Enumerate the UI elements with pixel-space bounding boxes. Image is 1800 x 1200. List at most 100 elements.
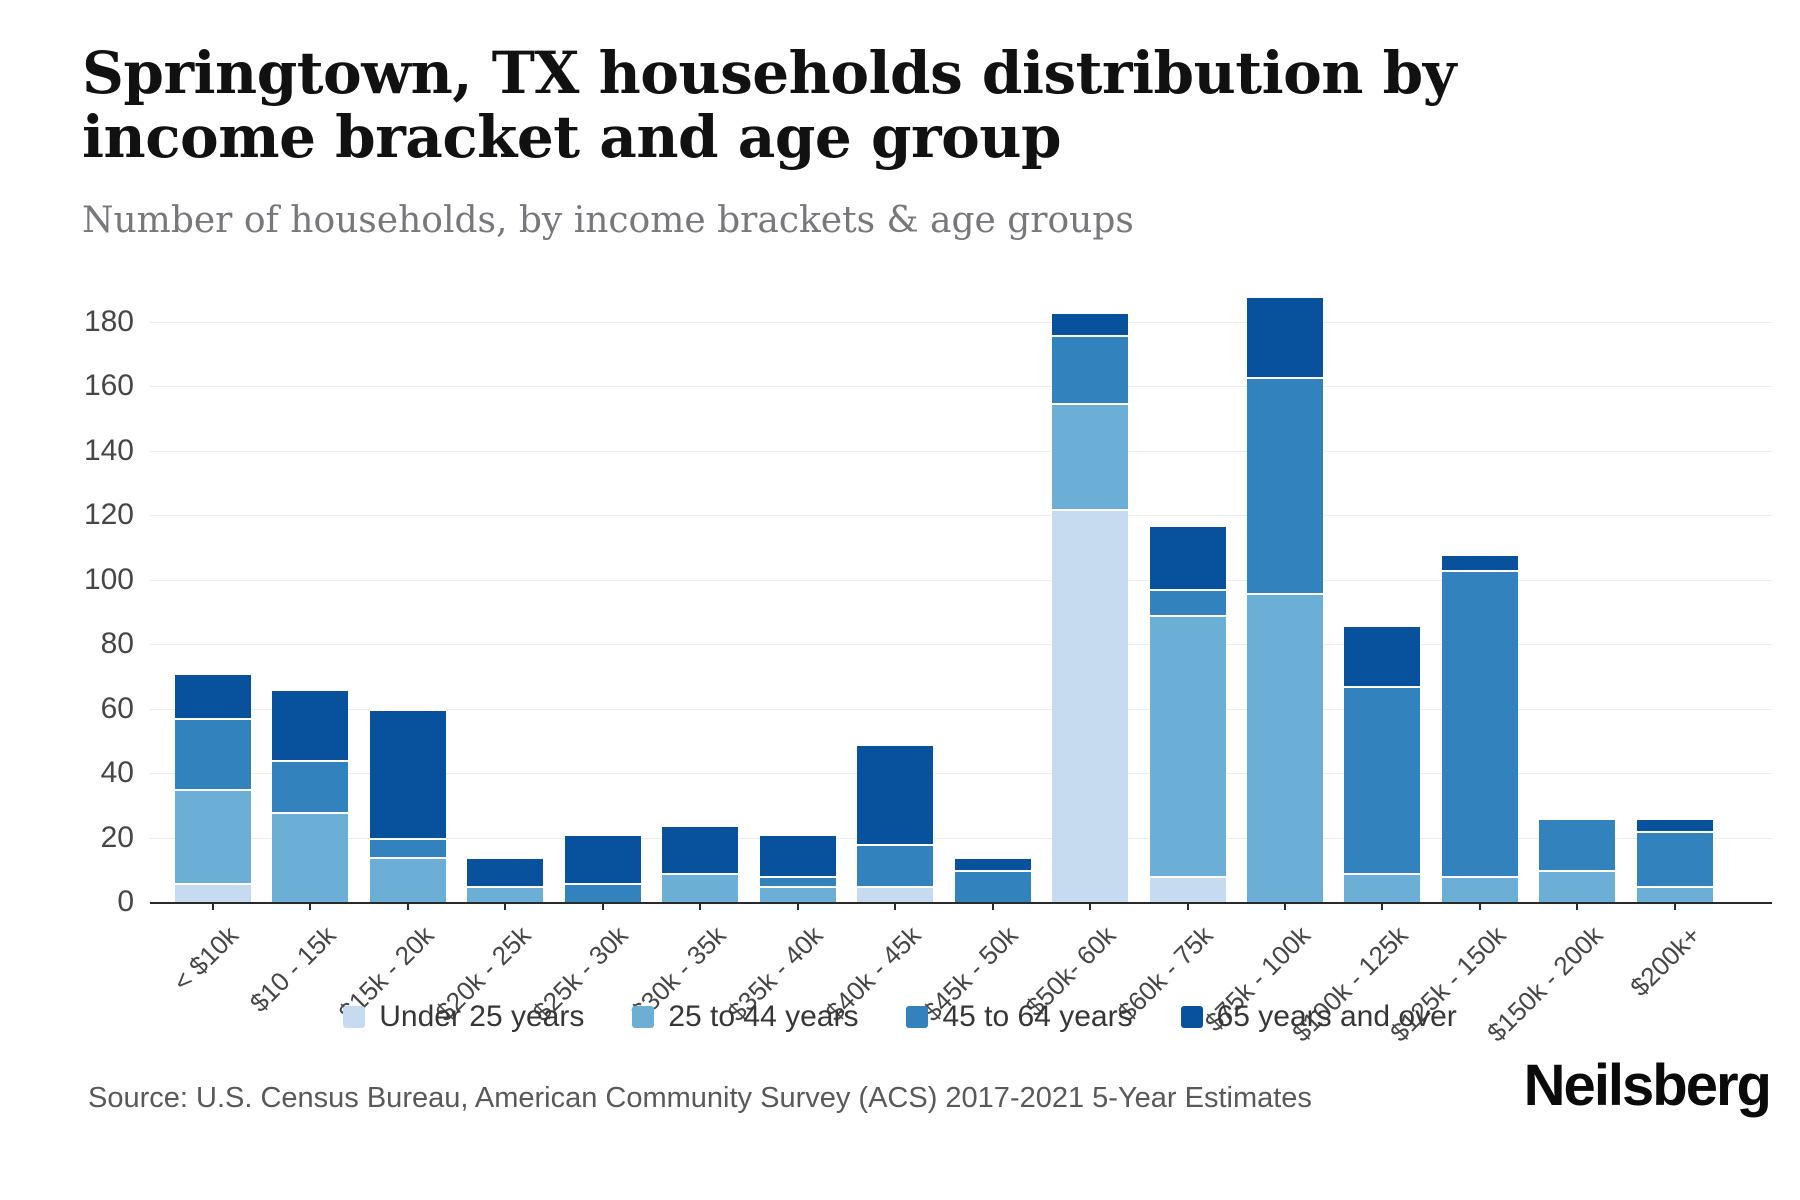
legend-label: 65 years and over xyxy=(1216,1000,1457,1033)
bar-segment xyxy=(564,834,641,883)
bar-segment xyxy=(759,885,836,902)
bar-segment xyxy=(759,876,836,886)
legend-item: 45 to 64 years xyxy=(906,1000,1133,1034)
gridline-y-40 xyxy=(150,773,1772,775)
bar-segment xyxy=(1247,296,1323,377)
bar-segment xyxy=(1149,525,1226,590)
bar-segment xyxy=(857,885,934,902)
y-axis-tick-label: 60 xyxy=(100,691,134,725)
bar-segment xyxy=(175,673,251,719)
gridline-y-60 xyxy=(150,708,1772,710)
y-axis-tick-label: 80 xyxy=(100,627,134,661)
y-axis-tick-label: 20 xyxy=(100,820,134,854)
page-subtitle: Number of households, by income brackets… xyxy=(82,200,1134,241)
y-axis-tick-label: 140 xyxy=(83,433,134,467)
x-axis-tick xyxy=(1478,902,1481,910)
legend-label: 25 to 44 years xyxy=(668,1000,859,1033)
x-axis-tick xyxy=(1576,902,1579,910)
bar-segment xyxy=(564,882,641,902)
bar-segment xyxy=(1052,334,1129,403)
y-axis-tick-label: 40 xyxy=(100,756,134,790)
bar-segment xyxy=(954,869,1031,902)
gridline-y-120 xyxy=(150,515,1772,517)
bar-segment xyxy=(272,760,349,812)
brand-logo: Neilsberg xyxy=(1523,1053,1772,1118)
bar-segment xyxy=(1149,589,1226,616)
bar-segment xyxy=(272,689,349,761)
gridline-y-160 xyxy=(150,386,1772,388)
bar-segment xyxy=(175,789,251,883)
legend-swatch xyxy=(906,1006,929,1028)
bar-segment xyxy=(857,844,934,886)
bar-segment xyxy=(1149,876,1226,902)
page-title: Springtown, TX households distribution b… xyxy=(82,39,1456,171)
y-axis-tick-label: 0 xyxy=(117,885,134,918)
source-note: Source: U.S. Census Bureau, American Com… xyxy=(88,1082,1312,1114)
bar-segment xyxy=(1344,873,1421,902)
legend-item: 65 years and over xyxy=(1180,1000,1457,1034)
x-axis-tick xyxy=(212,902,214,910)
bar-segment xyxy=(759,834,836,877)
bar-segment xyxy=(1636,831,1713,886)
bar-segment xyxy=(1441,876,1518,902)
bar-segment xyxy=(369,837,446,857)
bar-segment xyxy=(272,811,349,902)
bar-segment xyxy=(662,873,739,902)
y-axis-tick-label: 100 xyxy=(83,562,134,596)
gridline-y-140 xyxy=(150,450,1772,452)
bar-segment xyxy=(175,718,251,790)
y-axis-tick-label: 160 xyxy=(83,369,134,403)
bar-segment xyxy=(1636,818,1713,832)
gridline-y-100 xyxy=(150,579,1772,581)
x-axis-tick xyxy=(406,902,409,910)
bar-segment xyxy=(954,856,1031,870)
legend-label: 45 to 64 years xyxy=(942,1000,1133,1033)
chart-legend: Under 25 years 25 to 44 years 45 to 64 yea… xyxy=(0,1000,1800,1034)
y-axis-tick-label: 120 xyxy=(83,498,134,532)
bar-segment xyxy=(369,708,446,838)
bar-segment xyxy=(1441,554,1518,571)
legend-item: 25 to 44 years xyxy=(632,1000,858,1034)
bar-segment xyxy=(369,856,446,902)
bar-segment xyxy=(1149,615,1226,877)
legend-swatch xyxy=(1180,1006,1203,1028)
x-axis-tick xyxy=(796,902,799,910)
bar-segment xyxy=(1539,869,1616,902)
bar-segment xyxy=(1441,570,1518,877)
x-axis-tick xyxy=(1381,902,1384,910)
x-axis-tick xyxy=(309,902,312,910)
bar-segment xyxy=(1052,508,1129,902)
x-axis-tick xyxy=(1089,902,1092,910)
gridline-y-180 xyxy=(150,322,1772,323)
x-axis-tick xyxy=(991,902,994,910)
gridline-y-20 xyxy=(150,837,1772,839)
bar-segment xyxy=(467,885,544,902)
bar-segment xyxy=(1539,818,1616,870)
bar-segment xyxy=(175,882,251,902)
legend-label: Under 25 years xyxy=(379,1000,585,1033)
bar-segment xyxy=(467,856,544,886)
bar-segment xyxy=(1344,624,1421,687)
x-axis-tick xyxy=(601,902,604,910)
x-axis-tick-label: $200k+ xyxy=(1623,920,1706,1003)
bar-segment xyxy=(1052,402,1129,509)
bar-segment xyxy=(857,744,934,844)
legend-swatch xyxy=(632,1006,655,1028)
gridline-y-80 xyxy=(150,644,1772,646)
x-axis-tick xyxy=(1284,902,1286,910)
legend-swatch xyxy=(343,1006,366,1028)
x-axis-tick xyxy=(894,902,897,910)
bar-segment xyxy=(662,824,739,873)
legend-item: Under 25 years xyxy=(343,1000,584,1034)
bar-segment xyxy=(1344,686,1421,873)
bar-segment xyxy=(1247,592,1323,902)
x-axis-tick xyxy=(699,902,702,910)
bar-segment xyxy=(1636,885,1713,902)
x-axis-tick-label: < $10k xyxy=(167,920,245,997)
x-axis-tick xyxy=(504,902,507,910)
bar-segment xyxy=(1052,312,1129,335)
bar-segment xyxy=(1247,376,1323,593)
y-axis-tick-label: 180 xyxy=(83,305,134,338)
x-axis-line xyxy=(150,902,1772,904)
